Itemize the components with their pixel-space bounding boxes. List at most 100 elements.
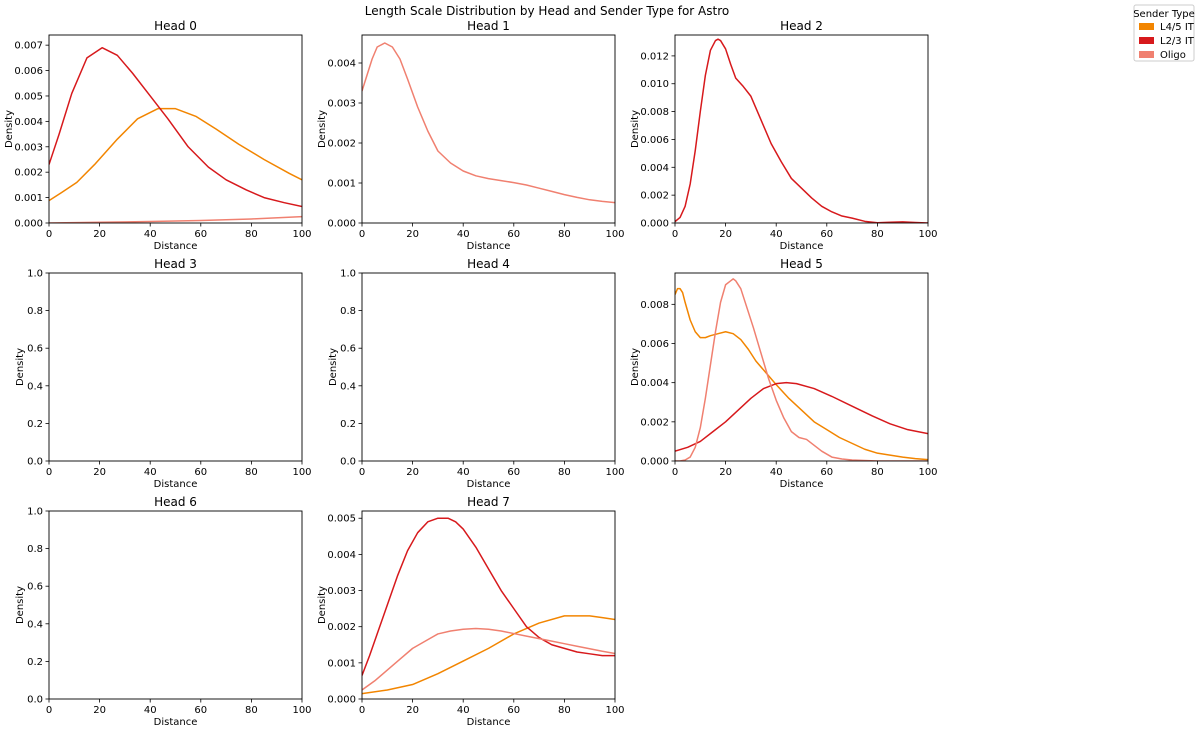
panel-7-xtick-label-2: 40 (457, 705, 470, 716)
panel-5-xlabel: Distance (780, 479, 824, 490)
panel-7-ytick-label-5: 0.005 (327, 514, 356, 525)
panel-1-ylabel: Density (317, 110, 328, 148)
panel-5: Head 5 0 20 40 60 80 100 0.000 0.002 0.004 0.006 0.… (630, 257, 938, 490)
legend-title: Sender Type (1133, 9, 1195, 20)
panel-6-ylabel: Density (15, 586, 26, 624)
legend-frame (1133, 4, 1195, 62)
panel-3-xtick-label-2: 40 (144, 467, 157, 478)
panel-3-ytick-label-4: 0.8 (27, 306, 43, 317)
panel-1-xtick-label-1: 20 (406, 229, 419, 240)
panel-3-frame (48, 272, 303, 462)
panel-2-xtick-label-3: 60 (820, 229, 833, 240)
panel-5-xtick-label-3: 60 (820, 467, 833, 478)
panel-2-ytick-label-5: 0.010 (640, 79, 669, 90)
panel-2-xtick-label-2: 40 (770, 229, 783, 240)
panel-2-title: Head 2 (780, 19, 823, 33)
panel-2-xtick-label-5: 100 (918, 229, 937, 240)
panel-6-xtick-label-2: 40 (144, 705, 157, 716)
panel-0-xtick-label-2: 40 (144, 229, 157, 240)
panel-6-xlabel: Distance (154, 717, 198, 728)
panel-4-xtick-label-1: 20 (406, 467, 419, 478)
panel-6-frame (48, 510, 303, 700)
panel-5-series-oligo (675, 278, 928, 461)
panel-2: Head 2 0 20 40 60 80 100 0.000 0.002 0.004 0.006 0.… (630, 19, 938, 252)
panel-7-frame (361, 510, 616, 700)
panel-1-xtick-label-0: 0 (359, 229, 365, 240)
panels: Head 00 20 40 60 80 1000.0000.0010.0020.0030.… (4, 19, 938, 728)
panel-7-series-l2-3-it (362, 517, 615, 676)
panel-5-series-l2-3-it (675, 381, 928, 452)
panel-4-xtick-label-3: 60 (507, 467, 520, 478)
panel-6-xtick-label-5: 100 (292, 705, 311, 716)
panel-4-xtick-label-0: 0 (359, 467, 365, 478)
panel-0-ytick-label-3: 0.003 (14, 142, 43, 153)
panel-7-title: Head 7 (467, 495, 510, 509)
panel-7-xtick-label-1: 20 (406, 705, 419, 716)
panel-2-ytick-label-2: 0.004 (640, 163, 669, 174)
panel-1-title: Head 1 (467, 19, 510, 33)
panel-4-ytick-label-2: 0.4 (340, 381, 356, 392)
panel-0-series-oligo (49, 215, 302, 223)
panel-2-ytick-label-4: 0.008 (640, 107, 669, 118)
panel-5-xtick-label-0: 0 (672, 467, 678, 478)
panel-5-ytick-label-4: 0.008 (640, 300, 669, 311)
panel-1-ytick-label-3: 0.003 (327, 99, 356, 110)
legend-swatch-2 (1139, 51, 1154, 58)
panel-4-frame (361, 272, 616, 462)
panel-2-ylabel: Density (630, 110, 641, 148)
panel-4-ytick-label-1: 0.2 (340, 419, 356, 430)
panel-7-series-l4-5-it (362, 615, 615, 695)
panel-3-xtick-label-3: 60 (194, 467, 207, 478)
panel-7-ytick-label-1: 0.001 (327, 658, 356, 669)
panel-0-xtick-label-0: 0 (46, 229, 52, 240)
panel-1-series-oligo (362, 42, 615, 204)
panel-5-frame (674, 272, 929, 462)
panel-4-xtick-label-2: 40 (457, 467, 470, 478)
panel-0-ylabel: Density (4, 110, 15, 148)
panel-5-title: Head 5 (780, 257, 823, 271)
panel-6-ytick-label-3: 0.6 (27, 582, 43, 593)
panel-2-xtick-label-1: 20 (719, 229, 732, 240)
panel-6-xtick-label-3: 60 (194, 705, 207, 716)
panel-3-xtick-label-1: 20 (93, 467, 106, 478)
panel-2-ytick-label-0: 0.000 (640, 219, 669, 230)
panel-1-ytick-label-4: 0.004 (327, 59, 356, 70)
panel-0-xtick-label-1: 20 (93, 229, 106, 240)
panel-1-ytick-label-0: 0.000 (327, 219, 356, 230)
legend-swatch-0 (1139, 23, 1154, 30)
panel-2-ytick-label-6: 0.012 (640, 51, 669, 62)
panel-4-xtick-label-5: 100 (605, 467, 624, 478)
legend-label-0: L4/5 IT (1160, 22, 1195, 33)
panel-1-xtick-label-3: 60 (507, 229, 520, 240)
panel-7-series-oligo (362, 627, 615, 691)
panel-5-xtick-label-2: 40 (770, 467, 783, 478)
panel-0-ytick-label-0: 0.000 (14, 219, 43, 230)
panel-3-ytick-label-5: 1.0 (27, 269, 43, 280)
panel-7-ytick-label-3: 0.003 (327, 586, 356, 597)
panel-6-ytick-label-5: 1.0 (27, 507, 43, 518)
panel-6-xtick-label-4: 80 (245, 705, 258, 716)
panel-4-title: Head 4 (467, 257, 510, 271)
panel-5-ytick-label-2: 0.004 (640, 378, 669, 389)
panel-5-ylabel: Density (630, 348, 641, 386)
panel-7-xtick-label-5: 100 (605, 705, 624, 716)
panel-6-ytick-label-0: 0.0 (27, 695, 43, 706)
panel-3-title: Head 3 (154, 257, 197, 271)
panel-1-frame (361, 34, 616, 224)
panel-3-xlabel: Distance (154, 479, 198, 490)
panel-3-xtick-label-0: 0 (46, 467, 52, 478)
panel-2-ytick-label-1: 0.002 (640, 191, 669, 202)
panel-4-xtick-label-4: 80 (558, 467, 571, 478)
panel-2-frame (674, 34, 929, 224)
panel-0-xtick-label-3: 60 (194, 229, 207, 240)
panel-3: Head 3 0 20 40 60 80 100 0.0 0.2 0.4 0.6 0.8 1.0 Dist… (15, 257, 312, 490)
panel-5-ytick-label-3: 0.006 (640, 339, 669, 350)
legend: Sender Type L4/5 IT L2/3 IT Oligo (1133, 4, 1195, 62)
panel-4-ytick-label-3: 0.6 (340, 344, 356, 355)
panel-0-frame (48, 34, 303, 224)
panel-2-ytick-label-3: 0.006 (640, 135, 669, 146)
panel-6-xtick-label-1: 20 (93, 705, 106, 716)
panel-1-ytick-label-1: 0.001 (327, 179, 356, 190)
panel-0-ytick-label-2: 0.002 (14, 168, 43, 179)
